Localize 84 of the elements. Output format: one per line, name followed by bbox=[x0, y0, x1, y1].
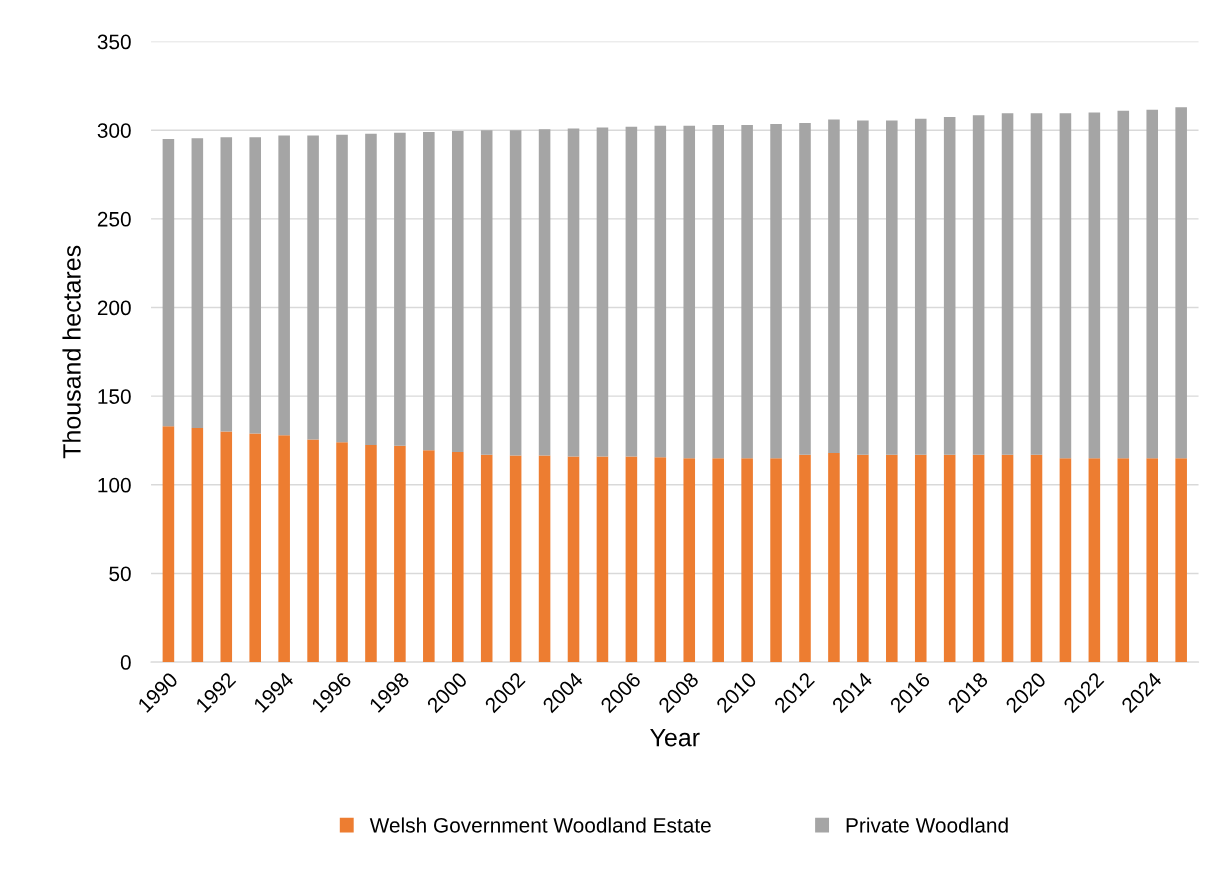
bar bbox=[162, 426, 175, 663]
bar bbox=[307, 135, 319, 440]
bar bbox=[799, 454, 811, 663]
bar bbox=[741, 124, 753, 459]
bar bbox=[770, 123, 782, 459]
bar bbox=[596, 127, 609, 457]
bar bbox=[683, 125, 696, 459]
bar bbox=[567, 456, 580, 663]
bar bbox=[712, 458, 724, 663]
bar bbox=[278, 135, 290, 436]
bar bbox=[1088, 458, 1101, 663]
bar bbox=[828, 452, 840, 663]
y-tick-label: 100 bbox=[98, 477, 131, 493]
bar bbox=[191, 428, 204, 663]
bar bbox=[249, 137, 261, 434]
bar bbox=[365, 444, 377, 663]
bar bbox=[799, 123, 811, 455]
bar bbox=[1088, 112, 1101, 459]
bar bbox=[307, 439, 319, 663]
bar bbox=[423, 131, 435, 451]
bar bbox=[451, 452, 464, 663]
y-tick-label: 300 bbox=[97, 123, 131, 138]
bar bbox=[1146, 109, 1159, 459]
bar bbox=[886, 120, 898, 455]
bar bbox=[1059, 458, 1072, 663]
bar bbox=[567, 128, 580, 457]
y-tick-label: 350 bbox=[97, 34, 131, 50]
bar bbox=[480, 130, 493, 455]
bar bbox=[1030, 113, 1043, 455]
bar bbox=[1059, 113, 1072, 459]
bar bbox=[770, 458, 782, 663]
bar bbox=[365, 133, 377, 445]
bar bbox=[857, 454, 869, 663]
bar bbox=[654, 125, 667, 458]
y-tick-label: 50 bbox=[109, 566, 131, 582]
bar bbox=[625, 456, 638, 663]
bar bbox=[943, 454, 956, 663]
bar bbox=[1001, 113, 1014, 455]
legend-label: Private Woodland bbox=[846, 817, 1008, 833]
bar bbox=[741, 458, 753, 663]
y-tick-label: 0 bbox=[120, 655, 131, 670]
bar bbox=[191, 138, 204, 429]
bar bbox=[220, 137, 233, 432]
bar bbox=[423, 450, 435, 663]
bar bbox=[394, 132, 406, 446]
bar bbox=[538, 455, 551, 663]
bar bbox=[972, 454, 985, 663]
bar bbox=[886, 454, 898, 663]
bar bbox=[1117, 458, 1130, 663]
bar bbox=[828, 119, 840, 453]
bar bbox=[857, 120, 869, 455]
bar bbox=[278, 435, 290, 663]
bar bbox=[1146, 458, 1159, 663]
legend-label: Welsh Government Woodland Estate bbox=[369, 817, 711, 833]
bar bbox=[394, 445, 406, 663]
y-tick-label: 250 bbox=[97, 211, 131, 227]
bar bbox=[336, 442, 348, 663]
bar bbox=[336, 134, 348, 443]
bar bbox=[451, 131, 464, 453]
bar bbox=[480, 454, 493, 663]
bar bbox=[162, 139, 175, 427]
bar bbox=[509, 455, 522, 663]
bar bbox=[1117, 110, 1130, 459]
bar bbox=[712, 124, 724, 459]
bar bbox=[654, 457, 667, 663]
bar bbox=[249, 433, 261, 663]
bar bbox=[220, 431, 233, 663]
bar bbox=[914, 454, 927, 663]
x-axis-title: Year bbox=[650, 728, 700, 747]
bar bbox=[1001, 454, 1014, 663]
y-axis-title: Thousand hectares bbox=[62, 245, 81, 459]
y-tick-label: 150 bbox=[98, 389, 131, 404]
bar bbox=[1175, 458, 1187, 663]
y-tick-label: 200 bbox=[97, 300, 131, 316]
bar bbox=[1030, 454, 1043, 663]
bar bbox=[625, 126, 638, 457]
bar bbox=[538, 129, 551, 456]
bar bbox=[683, 458, 696, 663]
bar bbox=[509, 130, 522, 456]
bar bbox=[914, 118, 927, 455]
bar bbox=[1175, 107, 1187, 459]
bar bbox=[943, 116, 956, 455]
bar bbox=[596, 456, 609, 663]
bar bbox=[972, 115, 985, 455]
